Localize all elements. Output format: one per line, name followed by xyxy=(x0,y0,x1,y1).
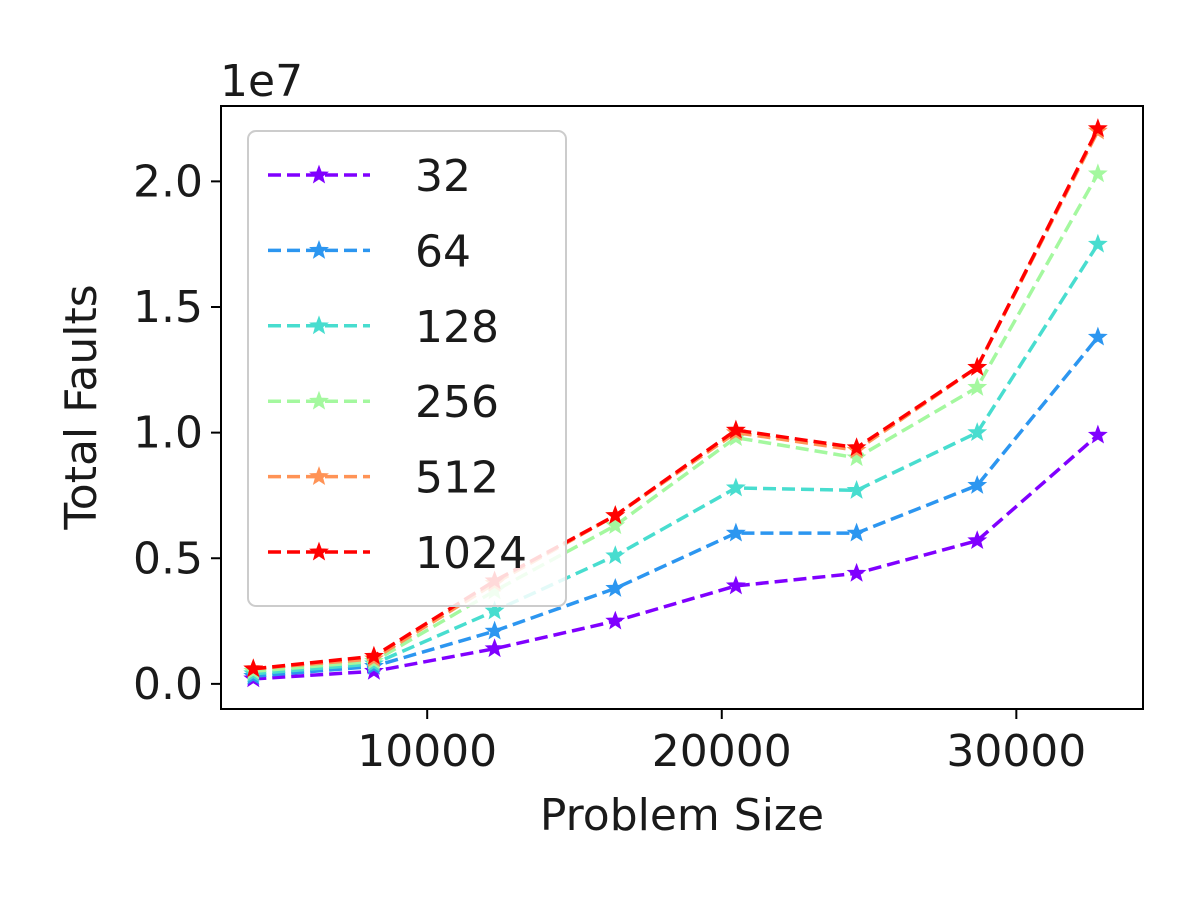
legend-entry: 256 xyxy=(268,377,499,428)
series-line xyxy=(253,130,1100,671)
legend-swatch-marker xyxy=(309,466,329,486)
series-line xyxy=(253,433,1100,681)
legend-entry: 128 xyxy=(268,302,499,353)
data-point xyxy=(967,474,988,494)
data-point xyxy=(1087,233,1108,253)
legend-label: 128 xyxy=(415,302,499,353)
data-point xyxy=(243,658,264,678)
data-point xyxy=(725,477,746,497)
data-point xyxy=(364,645,384,665)
legend-label: 1024 xyxy=(415,528,527,579)
data-point xyxy=(725,522,746,542)
data-point xyxy=(967,376,988,396)
legend-label: 512 xyxy=(415,453,499,504)
data-point xyxy=(846,437,867,457)
data-point xyxy=(605,505,626,524)
legend-label: 32 xyxy=(415,151,471,202)
data-point xyxy=(1087,424,1108,444)
legend-entry: 512 xyxy=(268,453,499,504)
legend-entry: 64 xyxy=(268,226,471,277)
series-line xyxy=(253,172,1100,674)
y-tick-label: 1.0 xyxy=(133,408,203,459)
plot-frame xyxy=(220,105,1144,710)
x-tick-label: 20000 xyxy=(652,726,792,777)
y-tick-label: 1.5 xyxy=(133,282,203,333)
data-point xyxy=(605,577,626,597)
data-point xyxy=(725,419,746,439)
y-axis-label: Total Faults xyxy=(56,284,107,530)
legend-label: 256 xyxy=(415,377,499,428)
data-point xyxy=(967,422,988,442)
legend-swatch-marker xyxy=(309,390,329,410)
data-point xyxy=(846,522,867,542)
data-point xyxy=(484,638,505,658)
series-line xyxy=(253,243,1100,676)
x-axis-label: Problem Size xyxy=(540,790,824,841)
data-point xyxy=(1087,118,1108,138)
series-line xyxy=(253,127,1100,671)
y-tick-label: 0.5 xyxy=(133,533,203,584)
x-tick-label: 10000 xyxy=(357,726,497,777)
data-point xyxy=(846,447,867,467)
legend-swatch-marker xyxy=(309,164,329,184)
data-point xyxy=(725,575,746,595)
data-point xyxy=(484,620,505,640)
legend-swatch-marker xyxy=(309,239,329,259)
y-tick-label: 2.0 xyxy=(133,156,203,207)
series-128 xyxy=(243,233,1108,683)
y-tick-label: 0.0 xyxy=(133,659,203,710)
data-point xyxy=(605,610,626,630)
legend-entry: 1024 xyxy=(268,528,527,579)
data-point xyxy=(605,545,626,565)
legend-swatch-marker xyxy=(309,541,329,561)
data-point xyxy=(484,600,505,620)
y-multiplier-label: 1e7 xyxy=(220,56,303,107)
series-1024 xyxy=(243,118,1108,678)
legend-swatch-marker xyxy=(309,315,329,335)
data-point xyxy=(605,515,626,535)
data-point xyxy=(1087,326,1108,346)
data-point xyxy=(967,530,988,550)
data-point xyxy=(967,356,988,376)
data-point xyxy=(1087,163,1108,183)
legend-label: 64 xyxy=(415,226,471,277)
legend: 32 64 128 256 512 1024 xyxy=(247,130,567,607)
series-line xyxy=(253,335,1100,679)
data-point xyxy=(846,479,867,499)
data-point xyxy=(846,562,867,582)
x-tick-label: 30000 xyxy=(946,726,1086,777)
legend-entry: 32 xyxy=(268,151,471,202)
